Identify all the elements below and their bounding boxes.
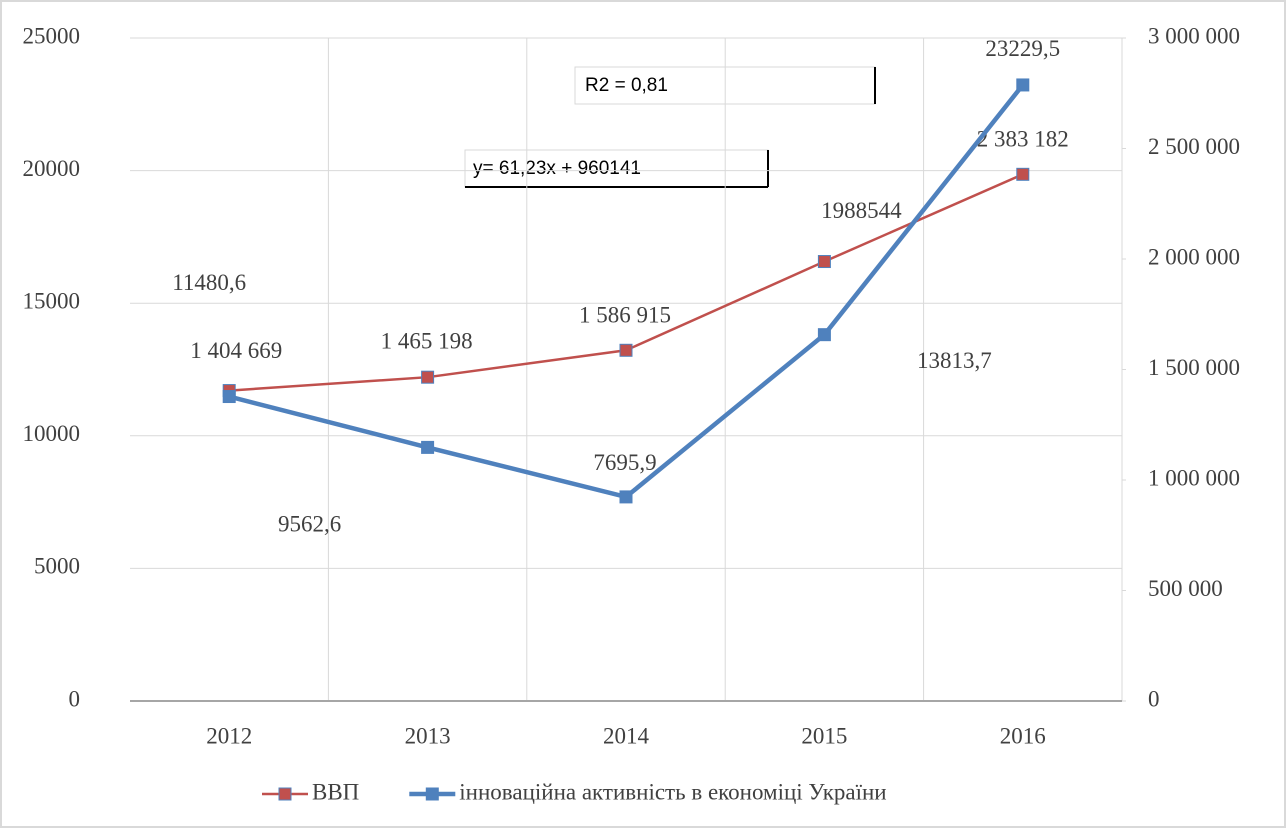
legend-marker [425,787,439,801]
data-label: 13813,7 [917,348,992,373]
y-tick-label: 5000 [34,554,80,579]
data-label: 23229,5 [985,36,1060,61]
legend-label: ВВП [312,779,359,804]
y-tick-label: 15000 [23,288,81,313]
y2-tick-label: 1 500 000 [1148,355,1240,380]
annotation: y= 61,23x + 960141 [473,158,641,179]
data-point [1016,78,1030,92]
y-tick-label: 25000 [23,23,81,48]
y2-tick-label: 2 000 000 [1148,244,1240,269]
data-point [817,255,831,269]
legend-marker [278,787,292,801]
data-label: 2 383 182 [977,127,1069,152]
annotation: R2 = 0,81 [585,75,668,96]
y2-tick-label: 3 000 000 [1148,23,1240,48]
x-tick-label: 2013 [405,723,451,748]
data-label: 1 404 669 [190,338,282,363]
data-point [619,490,633,504]
data-label: 1988544 [821,198,902,223]
x-tick-label: 2012 [206,723,252,748]
y2-tick-label: 2 500 000 [1148,134,1240,159]
data-label: 1 586 915 [579,303,671,328]
data-label: 11480,6 [172,270,246,295]
data-point [817,328,831,342]
legend-label: інноваційна активність в економіці Украї… [459,779,886,804]
data-label: 7695,9 [593,450,656,475]
y2-tick-label: 1 000 000 [1148,465,1240,490]
y2-tick-label: 0 [1148,686,1160,711]
y-tick-label: 20000 [23,156,81,181]
data-point [421,370,435,384]
x-tick-label: 2016 [1000,723,1046,748]
y-tick-label: 0 [69,686,81,711]
data-label: 1 465 198 [381,328,473,353]
data-point [421,440,435,454]
x-tick-label: 2015 [801,723,847,748]
data-point [222,390,236,404]
annotation-box [464,149,769,188]
x-tick-label: 2014 [603,723,650,748]
data-label: 9562,6 [278,512,341,537]
data-point [1016,167,1030,181]
data-point [619,343,633,357]
y2-tick-label: 500 000 [1148,576,1223,601]
y-tick-label: 10000 [23,421,81,446]
